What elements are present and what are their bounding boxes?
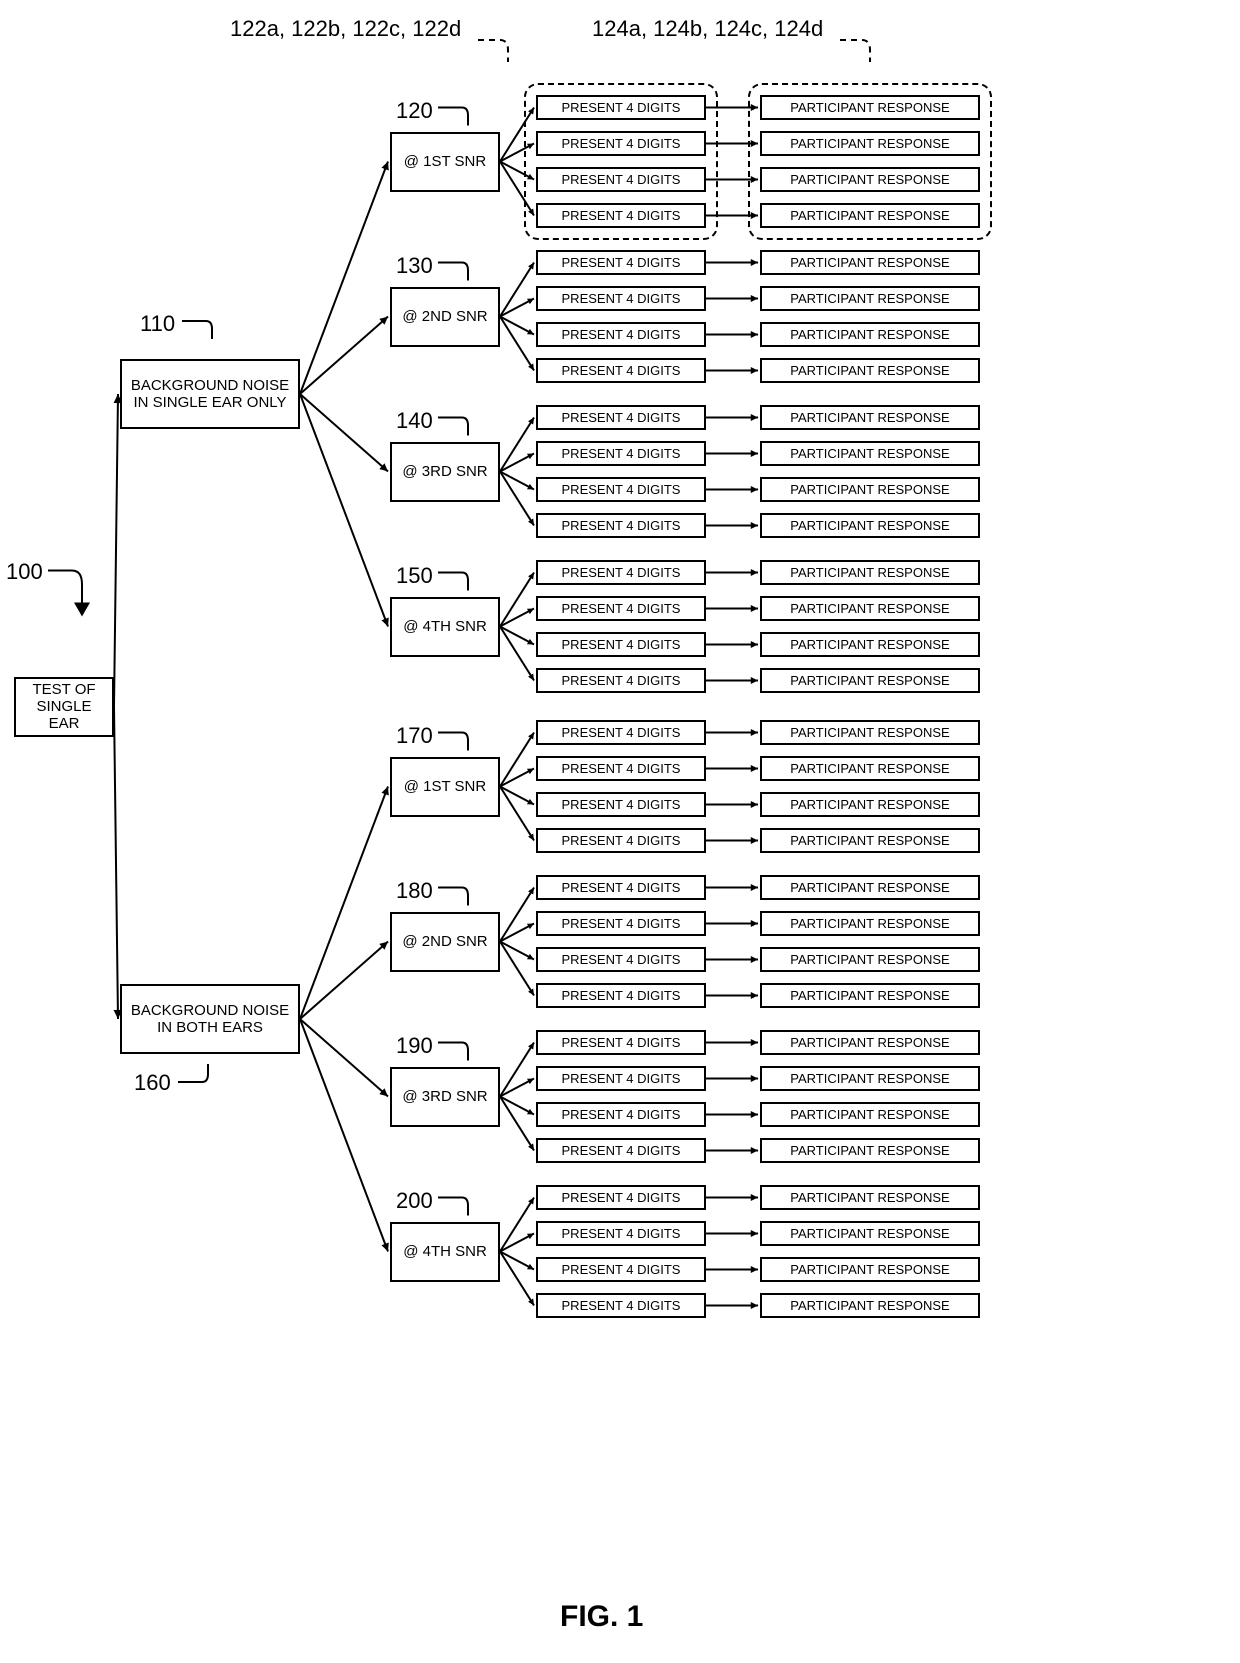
- present-box: PRESENT 4 DIGITS: [536, 513, 706, 538]
- present-box: PRESENT 4 DIGITS: [536, 560, 706, 585]
- present-box: PRESENT 4 DIGITS: [536, 911, 706, 936]
- response-box: PARTICIPANT RESPONSE: [760, 167, 980, 192]
- present-box: PRESENT 4 DIGITS: [536, 250, 706, 275]
- present-box: PRESENT 4 DIGITS: [536, 95, 706, 120]
- present-box: PRESENT 4 DIGITS: [536, 1293, 706, 1318]
- header-label-right: 124a, 124b, 124c, 124d: [592, 16, 823, 42]
- response-box: PARTICIPANT RESPONSE: [760, 1066, 980, 1091]
- noise-box: BACKGROUND NOISE IN BOTH EARS: [120, 984, 300, 1054]
- response-box: PARTICIPANT RESPONSE: [760, 792, 980, 817]
- response-box: PARTICIPANT RESPONSE: [760, 720, 980, 745]
- present-box: PRESENT 4 DIGITS: [536, 596, 706, 621]
- present-box: PRESENT 4 DIGITS: [536, 1257, 706, 1282]
- response-box: PARTICIPANT RESPONSE: [760, 405, 980, 430]
- present-box: PRESENT 4 DIGITS: [536, 322, 706, 347]
- response-box: PARTICIPANT RESPONSE: [760, 756, 980, 781]
- response-box: PARTICIPANT RESPONSE: [760, 596, 980, 621]
- response-box: PARTICIPANT RESPONSE: [760, 911, 980, 936]
- response-box: PARTICIPANT RESPONSE: [760, 358, 980, 383]
- present-box: PRESENT 4 DIGITS: [536, 358, 706, 383]
- response-box: PARTICIPANT RESPONSE: [760, 203, 980, 228]
- ref-label: 140: [396, 408, 433, 434]
- present-box: PRESENT 4 DIGITS: [536, 983, 706, 1008]
- ref-label: 190: [396, 1033, 433, 1059]
- present-box: PRESENT 4 DIGITS: [536, 1138, 706, 1163]
- present-box: PRESENT 4 DIGITS: [536, 405, 706, 430]
- present-box: PRESENT 4 DIGITS: [536, 668, 706, 693]
- response-box: PARTICIPANT RESPONSE: [760, 1257, 980, 1282]
- response-box: PARTICIPANT RESPONSE: [760, 1293, 980, 1318]
- ref-label: 110: [140, 311, 175, 337]
- response-box: PARTICIPANT RESPONSE: [760, 560, 980, 585]
- snr-box: @ 2ND SNR: [390, 912, 500, 972]
- present-box: PRESENT 4 DIGITS: [536, 875, 706, 900]
- present-box: PRESENT 4 DIGITS: [536, 131, 706, 156]
- response-box: PARTICIPANT RESPONSE: [760, 322, 980, 347]
- response-box: PARTICIPANT RESPONSE: [760, 131, 980, 156]
- present-box: PRESENT 4 DIGITS: [536, 441, 706, 466]
- response-box: PARTICIPANT RESPONSE: [760, 441, 980, 466]
- snr-box: @ 4TH SNR: [390, 1222, 500, 1282]
- root-box: TEST OF SINGLE EAR: [14, 677, 114, 737]
- present-box: PRESENT 4 DIGITS: [536, 632, 706, 657]
- present-box: PRESENT 4 DIGITS: [536, 203, 706, 228]
- response-box: PARTICIPANT RESPONSE: [760, 1185, 980, 1210]
- response-box: PARTICIPANT RESPONSE: [760, 513, 980, 538]
- response-box: PARTICIPANT RESPONSE: [760, 95, 980, 120]
- response-box: PARTICIPANT RESPONSE: [760, 1030, 980, 1055]
- snr-box: @ 1ST SNR: [390, 132, 500, 192]
- present-box: PRESENT 4 DIGITS: [536, 828, 706, 853]
- snr-box: @ 3RD SNR: [390, 1067, 500, 1127]
- ref-label: 120: [396, 98, 433, 124]
- header-label-left: 122a, 122b, 122c, 122d: [230, 16, 461, 42]
- ref-label: 130: [396, 253, 433, 279]
- noise-box: BACKGROUND NOISE IN SINGLE EAR ONLY: [120, 359, 300, 429]
- response-box: PARTICIPANT RESPONSE: [760, 1221, 980, 1246]
- present-box: PRESENT 4 DIGITS: [536, 1066, 706, 1091]
- response-box: PARTICIPANT RESPONSE: [760, 632, 980, 657]
- present-box: PRESENT 4 DIGITS: [536, 792, 706, 817]
- ref-label: 180: [396, 878, 433, 904]
- present-box: PRESENT 4 DIGITS: [536, 720, 706, 745]
- present-box: PRESENT 4 DIGITS: [536, 167, 706, 192]
- response-box: PARTICIPANT RESPONSE: [760, 875, 980, 900]
- present-box: PRESENT 4 DIGITS: [536, 286, 706, 311]
- snr-box: @ 1ST SNR: [390, 757, 500, 817]
- figure-title: FIG. 1: [560, 1600, 643, 1634]
- present-box: PRESENT 4 DIGITS: [536, 1185, 706, 1210]
- present-box: PRESENT 4 DIGITS: [536, 1221, 706, 1246]
- response-box: PARTICIPANT RESPONSE: [760, 1138, 980, 1163]
- snr-box: @ 2ND SNR: [390, 287, 500, 347]
- response-box: PARTICIPANT RESPONSE: [760, 286, 980, 311]
- ref-label: 100: [6, 559, 43, 585]
- ref-label: 200: [396, 1188, 433, 1214]
- present-box: PRESENT 4 DIGITS: [536, 1102, 706, 1127]
- response-box: PARTICIPANT RESPONSE: [760, 983, 980, 1008]
- ref-label: 160: [134, 1070, 171, 1096]
- response-box: PARTICIPANT RESPONSE: [760, 477, 980, 502]
- snr-box: @ 3RD SNR: [390, 442, 500, 502]
- present-box: PRESENT 4 DIGITS: [536, 756, 706, 781]
- ref-label: 170: [396, 723, 433, 749]
- response-box: PARTICIPANT RESPONSE: [760, 668, 980, 693]
- present-box: PRESENT 4 DIGITS: [536, 947, 706, 972]
- response-box: PARTICIPANT RESPONSE: [760, 250, 980, 275]
- response-box: PARTICIPANT RESPONSE: [760, 947, 980, 972]
- ref-label: 150: [396, 563, 433, 589]
- present-box: PRESENT 4 DIGITS: [536, 477, 706, 502]
- response-box: PARTICIPANT RESPONSE: [760, 1102, 980, 1127]
- snr-box: @ 4TH SNR: [390, 597, 500, 657]
- present-box: PRESENT 4 DIGITS: [536, 1030, 706, 1055]
- response-box: PARTICIPANT RESPONSE: [760, 828, 980, 853]
